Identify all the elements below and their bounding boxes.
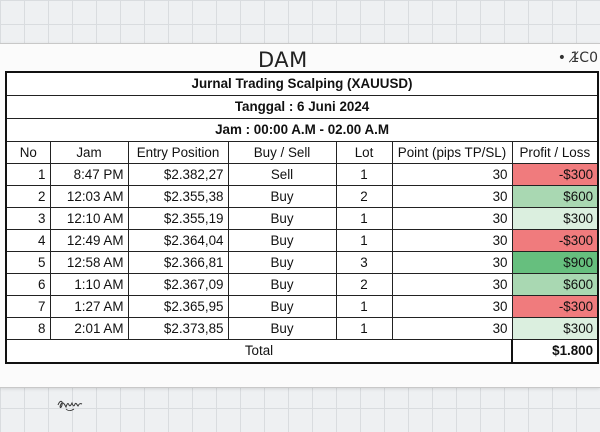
cell-lot: 3 [335,250,393,274]
cell-side: Buy [227,316,337,340]
trade-rows: 1 8:47 PM $2.382,27 Sell 1 30 -$300 2 12:03 AM $2… [5,162,599,340]
header-no: No [5,140,51,164]
journal-title-row: Jurnal Trading Scalping (XAUUSD) [5,71,599,96]
table-row: 7 1:27 AM $2.365,95 Buy 1 30 -$300 [5,294,599,318]
cell-lot: 1 [335,228,393,252]
header-row: No Jam Entry Position Buy / Sell Lot Poi… [5,140,599,164]
journal-date-row: Tanggal : 6 Juni 2024 [5,94,599,119]
cell-profit-loss: $300 [511,316,599,340]
cell-entry: $2.382,27 [127,162,229,186]
cell-time: 12:49 AM [49,228,129,252]
cell-points: 30 [391,316,513,340]
journal-session-row: Jam : 00:00 A.M - 02.00 A.M [5,117,599,142]
cell-no: 5 [5,250,51,274]
table-row: 3 12:10 AM $2.355,19 Buy 1 30 $300 [5,206,599,230]
table-row: 1 8:47 PM $2.382,27 Sell 1 30 -$300 [5,162,599,186]
header-time: Jam [49,140,129,164]
cell-entry: $2.365,95 [127,294,229,318]
cell-profit-loss: $600 [511,184,599,208]
cell-points: 30 [391,250,513,274]
cell-entry: $2.373,85 [127,316,229,340]
cell-profit-loss: -$300 [511,294,599,318]
header-entry: Entry Position [127,140,229,164]
cell-time: 12:03 AM [49,184,129,208]
cell-profit-loss: -$300 [511,162,599,186]
cell-profit-loss: $600 [511,272,599,296]
cell-points: 30 [391,272,513,296]
cell-lot: 1 [335,316,393,340]
table-row: 2 12:03 AM $2.355,38 Buy 2 30 $600 [5,184,599,208]
cell-points: 30 [391,184,513,208]
cell-entry: $2.355,19 [127,206,229,230]
trading-journal-table: Jurnal Trading Scalping (XAUUSD) Tanggal… [5,71,600,364]
journal-date: Tanggal : 6 Juni 2024 [5,94,599,119]
total-value: $1.800 [510,338,599,364]
cell-time: 8:47 PM [49,162,129,186]
cell-side: Sell [227,162,337,186]
cell-entry: $2.355,38 [127,184,229,208]
cell-side: Buy [227,206,337,230]
cell-no: 8 [5,316,51,340]
signature-mark [57,400,83,411]
cell-side: Buy [227,184,337,208]
journal-session: Jam : 00:00 A.M - 02.00 A.M [5,117,599,142]
cell-side: Buy [227,272,337,296]
total-row: Total $1.800 [5,338,599,364]
cell-lot: 1 [335,162,393,186]
cell-profit-loss: -$300 [511,228,599,252]
header-lot: Lot [335,140,393,164]
cell-points: 30 [391,206,513,230]
cell-profit-loss: $300 [511,206,599,230]
header-side: Buy / Sell [227,140,337,164]
header-pl: Profit / Loss [511,140,599,164]
cell-entry: $2.366,81 [127,250,229,274]
total-label: Total [5,338,513,364]
cell-entry: $2.367,09 [127,272,229,296]
table-row: 5 12:58 AM $2.366,81 Buy 3 30 $900 [5,250,599,274]
cell-lot: 1 [335,206,393,230]
cell-no: 7 [5,294,51,318]
cell-time: 12:10 AM [49,206,129,230]
page-title: DAM [258,48,308,72]
cell-lot: 2 [335,272,393,296]
table-row: 4 12:49 AM $2.364,04 Buy 1 30 -$300 [5,228,599,252]
cell-lot: 1 [335,294,393,318]
cell-lot: 2 [335,184,393,208]
journal-title: Jurnal Trading Scalping (XAUUSD) [5,71,599,96]
cell-time: 2:01 AM [49,316,129,340]
cell-no: 4 [5,228,51,252]
cell-points: 30 [391,162,513,186]
cell-side: Buy [227,228,337,252]
cell-time: 12:58 AM [49,250,129,274]
corner-note: • 1̵̸C0 [557,50,598,66]
cell-points: 30 [391,294,513,318]
cell-entry: $2.364,04 [127,228,229,252]
header-points: Point (pips TP/SL) [391,140,513,164]
cell-time: 1:27 AM [49,294,129,318]
table-row: 6 1:10 AM $2.367,09 Buy 2 30 $600 [5,272,599,296]
cell-side: Buy [227,250,337,274]
cell-profit-loss: $900 [511,250,599,274]
cell-points: 30 [391,228,513,252]
cell-no: 3 [5,206,51,230]
cell-time: 1:10 AM [49,272,129,296]
cell-side: Buy [227,294,337,318]
cell-no: 6 [5,272,51,296]
table-row: 8 2:01 AM $2.373,85 Buy 1 30 $300 [5,316,599,340]
cell-no: 2 [5,184,51,208]
cell-no: 1 [5,162,51,186]
